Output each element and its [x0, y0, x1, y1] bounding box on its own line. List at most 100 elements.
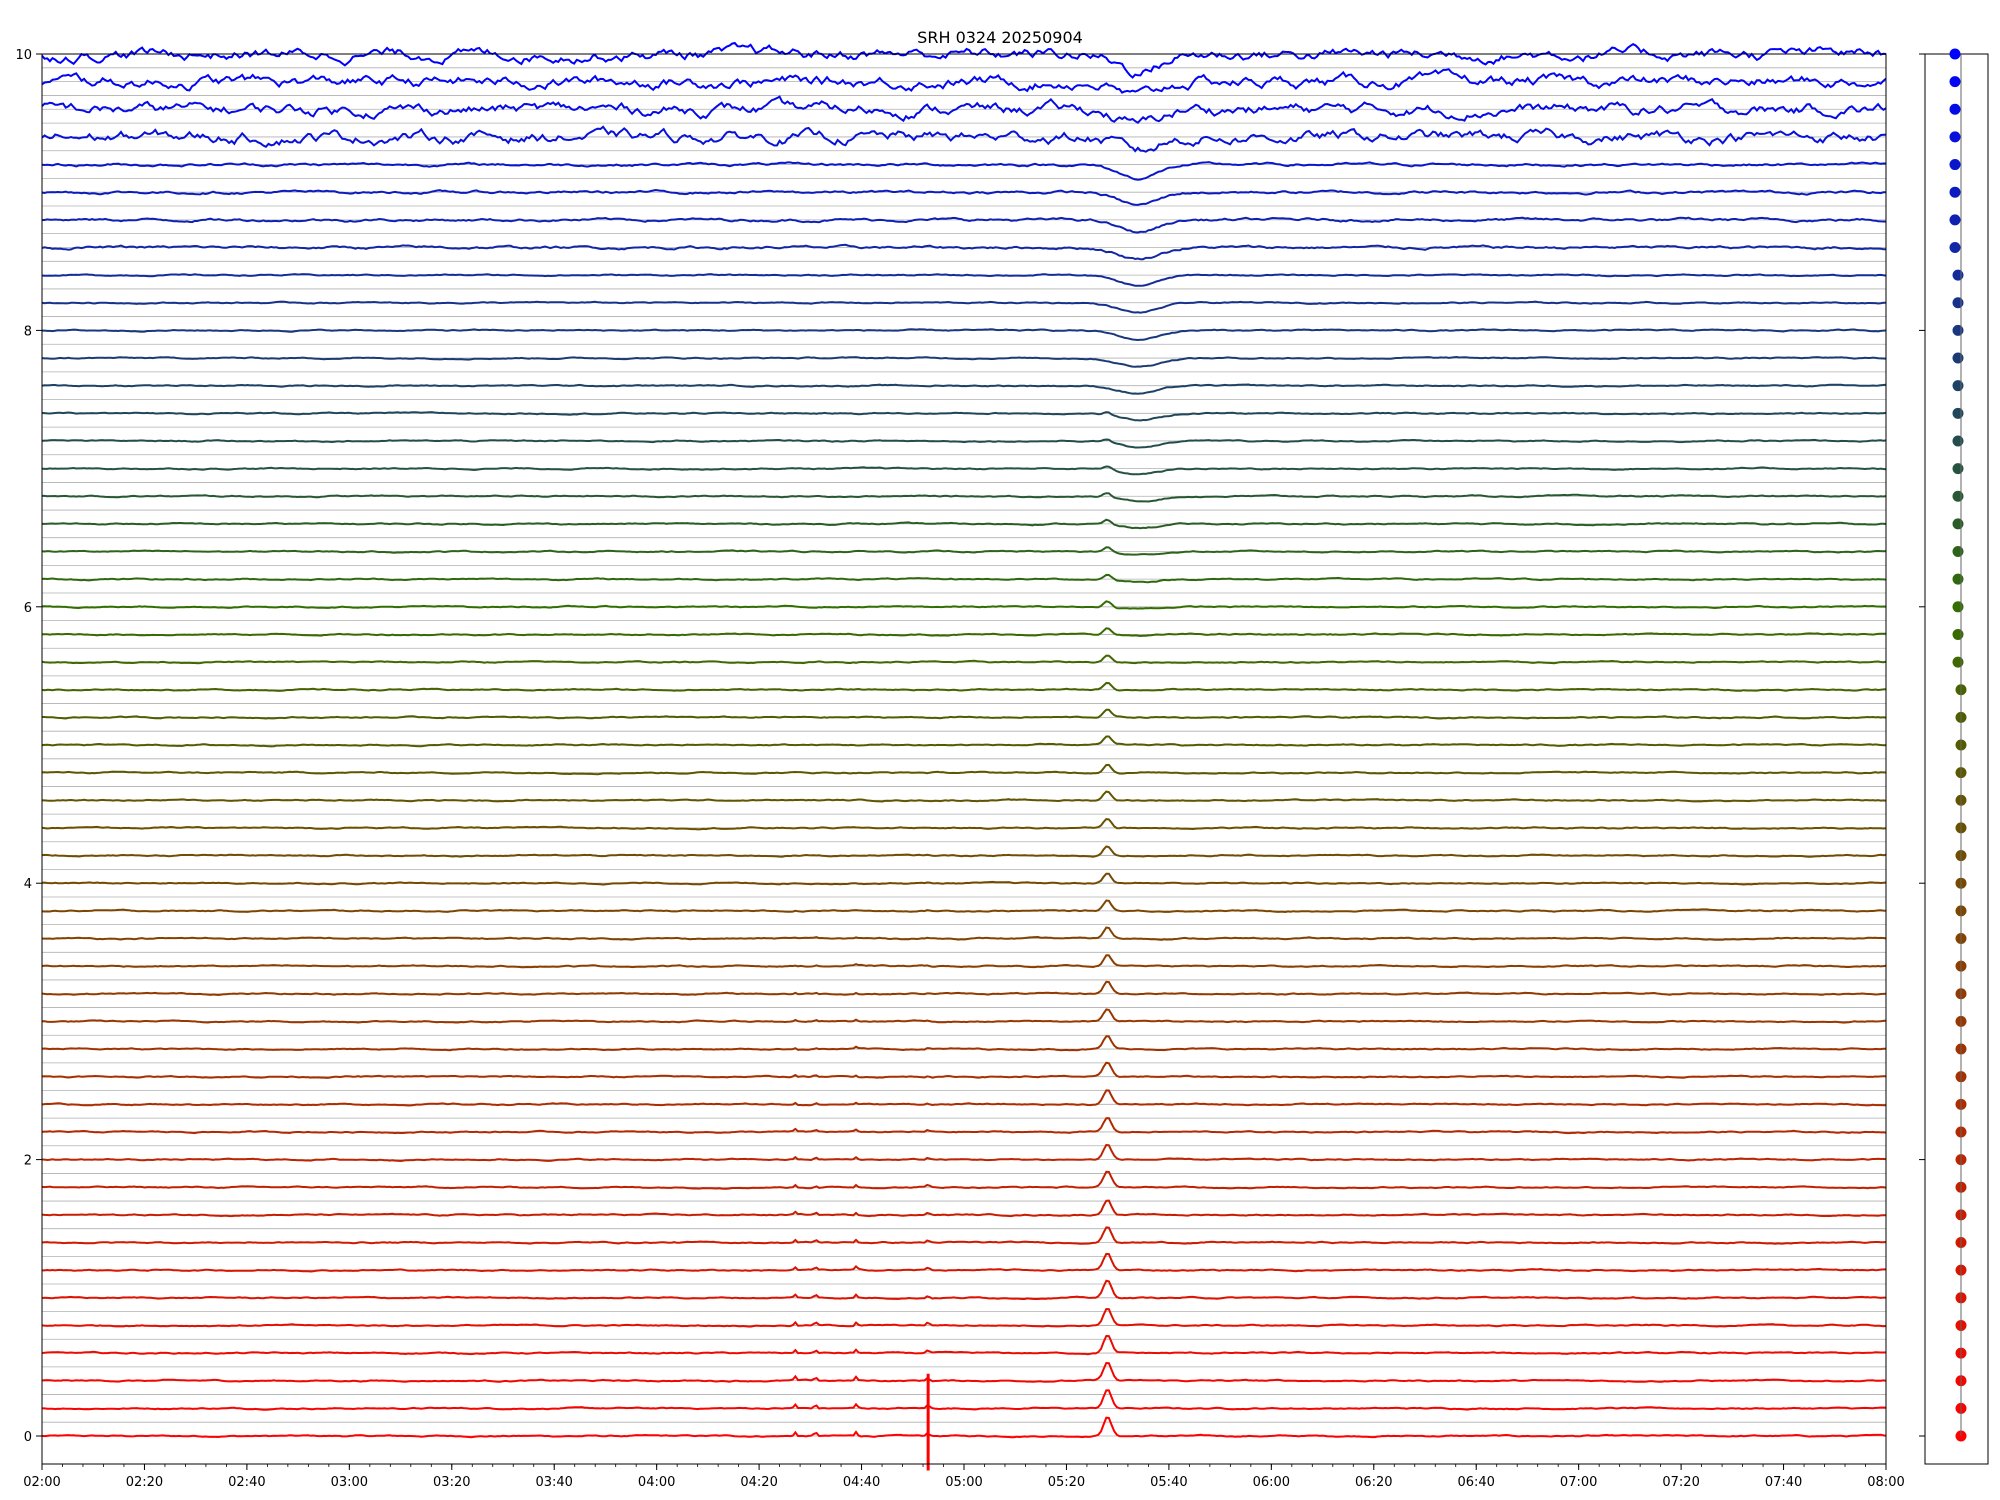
trace-line: [41, 1089, 1886, 1107]
trace-line: [41, 188, 1887, 206]
trace-line: [42, 492, 1887, 503]
trace-line: [41, 355, 1887, 368]
trace-line: [41, 899, 1887, 914]
trace-line: [42, 790, 1887, 803]
trace-line: [41, 95, 1887, 124]
trace-line: [42, 1008, 1887, 1024]
y-tick-label: 0: [24, 1430, 32, 1445]
trace-line: [41, 438, 1887, 449]
legend-dot: [1949, 76, 1961, 88]
x-tick-label: 03:40: [535, 1475, 572, 1490]
trace-line: [41, 654, 1887, 665]
legend-strip: [1949, 48, 1967, 1442]
legend-dot: [1952, 352, 1964, 364]
x-tick-label: 04:20: [740, 1475, 777, 1490]
x-tick-label: 04:40: [843, 1475, 880, 1490]
trace-line: [41, 1035, 1887, 1052]
trace-line: [41, 1416, 1887, 1439]
legend-dot: [1952, 269, 1964, 281]
trace-line: [41, 1334, 1887, 1356]
trace-line: [41, 926, 1887, 941]
x-tick-label: 05:20: [1048, 1475, 1085, 1490]
trace-line: [42, 1252, 1886, 1273]
y-tick-label: 6: [24, 601, 32, 616]
trace-line: [41, 573, 1887, 584]
y-tick-label: 2: [24, 1154, 32, 1169]
trace-line: [41, 1226, 1887, 1245]
trace-line: [41, 872, 1887, 886]
x-tick-label: 03:00: [331, 1475, 368, 1490]
legend-dot: [1952, 518, 1964, 530]
x-tick-label: 02:40: [228, 1475, 265, 1490]
trace-line: [41, 411, 1887, 422]
trace-line: [41, 1199, 1887, 1218]
trace-line: [41, 954, 1887, 969]
trace-line: [41, 1143, 1887, 1163]
legend-dot: [1949, 186, 1961, 198]
x-tick-label: 07:20: [1662, 1475, 1699, 1490]
legend-dot: [1949, 48, 1961, 60]
legend-dot: [1952, 380, 1964, 392]
trace-line: [42, 518, 1887, 530]
trace-line: [42, 216, 1887, 234]
x-tick-label: 03:20: [433, 1475, 470, 1490]
trace-line: [42, 328, 1887, 342]
legend-dot: [1949, 103, 1961, 115]
trace-line: [41, 125, 1886, 153]
trace-line: [41, 41, 1887, 79]
x-tick-label: 05:40: [1150, 1475, 1187, 1490]
legend-dot: [1952, 601, 1964, 613]
trace-line: [41, 300, 1886, 314]
legend-dot: [1952, 324, 1964, 336]
y-tick-label: 10: [15, 48, 32, 63]
trace-line: [41, 546, 1887, 556]
y-axis: 0 2 4 6 8 10: [15, 48, 1925, 1445]
legend-dot: [1952, 435, 1964, 447]
legend-dot: [1952, 656, 1964, 668]
legend-strip-frame: [1924, 53, 1989, 1465]
legend-dot: [1952, 407, 1964, 419]
trace-layer: [41, 41, 1887, 1471]
trace-line: [41, 1279, 1886, 1301]
y-tick-label: 8: [24, 324, 32, 339]
trace-line: [41, 161, 1886, 181]
y-tick-label: 4: [24, 877, 32, 892]
trace-line: [41, 980, 1887, 997]
x-tick-label: 08:00: [1867, 1475, 1904, 1490]
legend-dot: [1949, 131, 1961, 143]
trace-line: [41, 68, 1887, 94]
legend-dot: [1952, 463, 1964, 475]
trace-line: [41, 763, 1887, 776]
trace-line: [41, 465, 1887, 476]
trace-line: [42, 627, 1886, 638]
trace-line: [41, 1361, 1887, 1383]
trace-line: [41, 600, 1887, 610]
trace-line: [41, 243, 1886, 261]
legend-dot: [1952, 297, 1964, 309]
x-tick-label: 06:00: [1253, 1475, 1290, 1490]
legend-dot: [1949, 214, 1961, 226]
trace-line: [41, 818, 1887, 831]
legend-dot: [1949, 241, 1961, 253]
trace-line: [41, 1061, 1886, 1079]
x-tick-label: 04:00: [638, 1475, 675, 1490]
chart-title: SRH 0324 20250904: [917, 28, 1083, 47]
trace-line: [42, 1389, 1887, 1411]
trace-line: [41, 681, 1887, 692]
trace-line: [41, 1307, 1887, 1328]
x-tick-label: 05:00: [945, 1475, 982, 1490]
trace-line: [41, 273, 1887, 287]
legend-dot: [1952, 490, 1964, 502]
x-axis: 02:00 02:20 02:40 03:00 03:20 03:40 04:00 04:20…: [23, 1464, 1905, 1490]
trace-line: [41, 845, 1887, 858]
trace-line: [41, 735, 1887, 748]
trace-line: [42, 708, 1887, 720]
x-tick-label: 06:20: [1355, 1475, 1392, 1490]
trace-line: [41, 1170, 1887, 1190]
legend-dot: [1952, 573, 1964, 585]
x-tick-label: 02:00: [23, 1475, 60, 1490]
legend-dot: [1952, 546, 1964, 558]
trace-line: [41, 383, 1887, 395]
legend-dot: [1949, 159, 1961, 171]
